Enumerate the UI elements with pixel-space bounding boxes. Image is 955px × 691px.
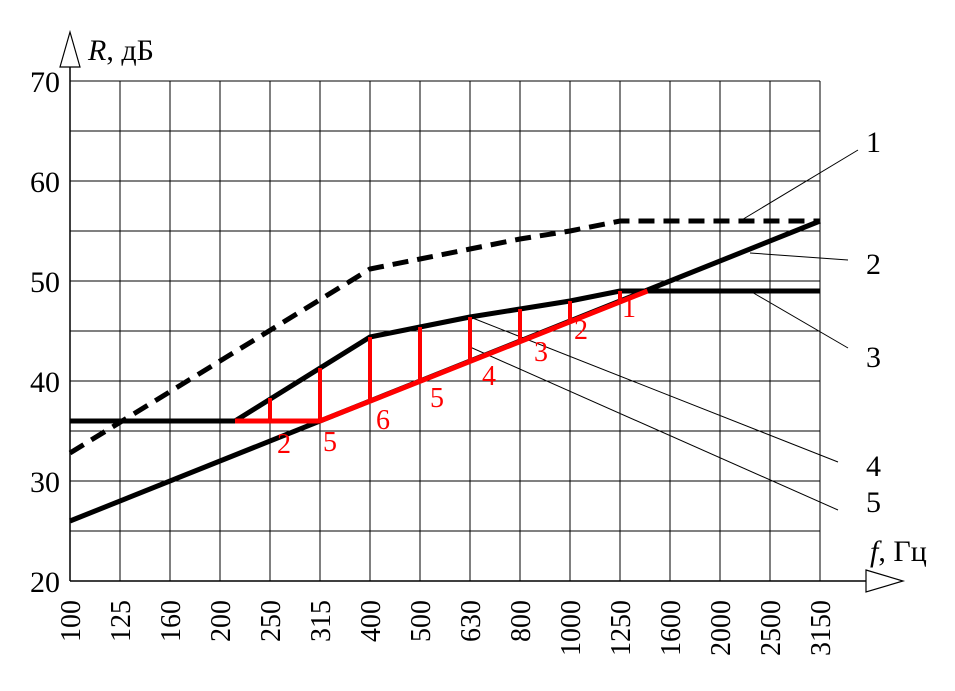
x-tick-label: 1250 [606, 600, 637, 656]
callout-label: 3 [866, 341, 881, 374]
chart-axes [59, 29, 906, 593]
y-tick-label: 40 [30, 366, 60, 399]
callout-label: 4 [866, 450, 881, 483]
deviation-label: 6 [376, 405, 390, 436]
x-axis-label: f, Гц [870, 535, 927, 568]
callout-label: 1 [866, 126, 881, 159]
y-axis-label: R, дБ [87, 34, 154, 67]
x-axis-unit: , Гц [878, 535, 926, 568]
deviation-label: 3 [534, 337, 548, 368]
y-axis-arrow [59, 29, 81, 68]
x-tick-labels: 100 125 160 200 250 315 400 500 630 800 1000 1250 16… [56, 600, 837, 656]
x-tick-label: 1000 [556, 600, 587, 656]
y-axis-symbol: R [87, 34, 106, 67]
y-tick-label: 20 [30, 566, 60, 599]
x-tick-label: 2000 [706, 600, 737, 656]
series-line-3 [70, 288, 820, 424]
callout-label: 5 [866, 486, 881, 519]
callout-labels: 1 2 3 45 [866, 126, 881, 519]
chart-series [68, 218, 821, 524]
x-tick-label: 250 [256, 600, 287, 642]
series-line-1 [68, 218, 820, 456]
deviation-label: 4 [482, 361, 496, 392]
y-tick-label: 70 [30, 66, 60, 99]
x-tick-label: 2500 [756, 600, 787, 656]
x-tick-label: 500 [406, 600, 437, 642]
callout-leader [739, 149, 859, 222]
x-tick-label: 800 [506, 600, 537, 642]
y-tick-label: 60 [30, 166, 60, 199]
callout-leader [469, 316, 839, 463]
deviation-label: 2 [574, 315, 588, 346]
x-tick-label: 400 [356, 600, 387, 642]
x-tick-label: 1600 [656, 600, 687, 656]
y-tick-label: 50 [30, 266, 60, 299]
x-tick-label: 160 [156, 600, 187, 642]
deviation-label: 5 [323, 427, 337, 458]
x-tick-label: 125 [106, 600, 137, 642]
x-tick-label: 630 [456, 600, 487, 642]
callout-leaders [469, 149, 859, 511]
callout-leader [749, 252, 849, 261]
x-tick-label: 315 [306, 600, 337, 642]
deviation-label: 5 [430, 383, 444, 414]
callout-leader [469, 346, 839, 511]
callout-leader [749, 290, 849, 349]
deviation-label: 1 [622, 293, 636, 324]
x-axis-arrow [865, 569, 906, 593]
x-tick-label: 3150 [806, 600, 837, 656]
y-axis-unit: , дБ [106, 34, 154, 67]
callout-label: 2 [866, 248, 881, 281]
x-tick-label: 200 [206, 600, 237, 642]
deviation-label: 2 [277, 429, 291, 460]
y-tick-labels: 20 30 40 50 60 70 [30, 66, 60, 599]
y-tick-label: 30 [30, 466, 60, 499]
x-tick-label: 100 [56, 600, 87, 642]
chart-grid [69, 80, 821, 582]
